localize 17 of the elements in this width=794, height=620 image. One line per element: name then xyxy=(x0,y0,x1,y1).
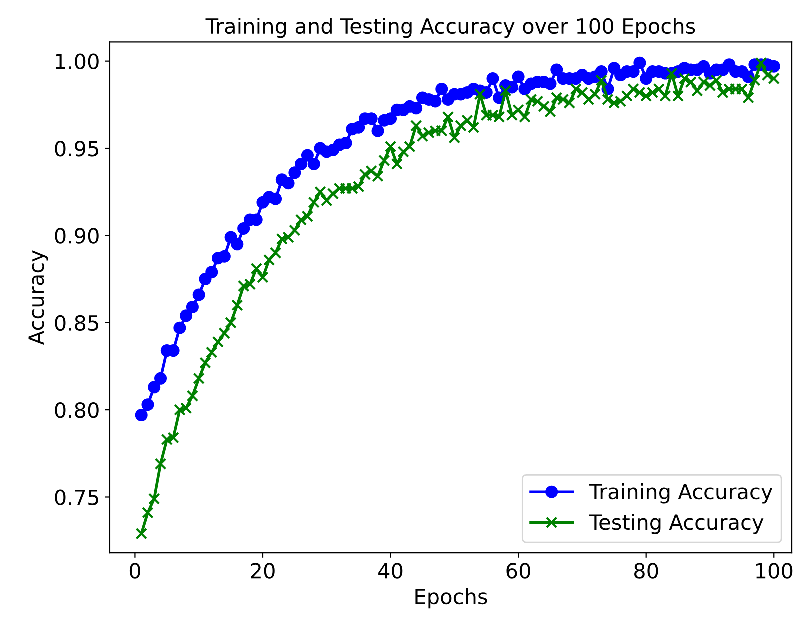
y-tick-label: 0.80 xyxy=(55,402,99,418)
legend-label: Training Accuracy xyxy=(589,484,773,504)
y-axis-title: Accuracy xyxy=(28,250,48,345)
legend-label: Testing Accuracy xyxy=(589,514,764,534)
y-tick-label: 1.00 xyxy=(56,54,99,70)
x-tick-label: 0 xyxy=(130,563,140,579)
x-axis-title: Epochs xyxy=(416,588,488,609)
y-tick-label: 0.95 xyxy=(55,140,98,157)
y-tick-label: 0.90 xyxy=(55,228,99,244)
x-tick-label: 20 xyxy=(251,563,275,579)
chart-title: Training and Testing Accuracy over 100 Epochs xyxy=(206,18,696,38)
x-tick-label: 100 xyxy=(756,563,793,579)
y-tick-label: 0.75 xyxy=(55,490,98,506)
x-tick-label: 40 xyxy=(378,563,403,579)
y-tick-label: 0.85 xyxy=(55,315,98,332)
x-tick-label: 60 xyxy=(506,563,530,579)
x-tick-label: 80 xyxy=(634,563,658,579)
